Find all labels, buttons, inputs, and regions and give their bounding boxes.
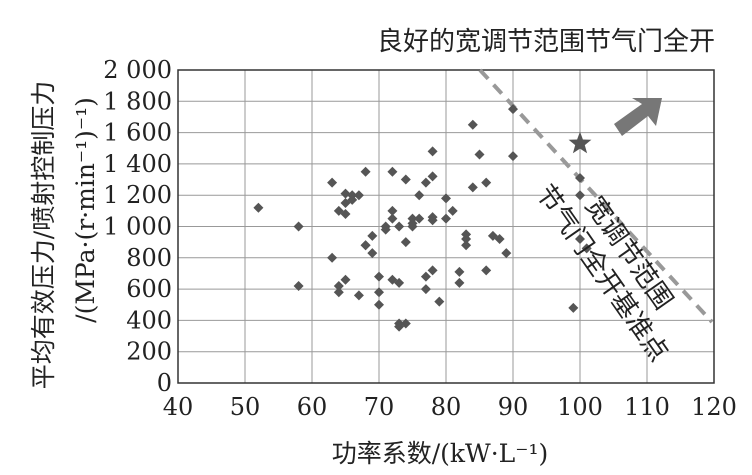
data-point (481, 265, 492, 276)
x-tick-label: 110 (624, 393, 670, 421)
x-tick-label: 60 (297, 393, 328, 421)
data-point (454, 266, 465, 277)
data-point (394, 277, 405, 288)
data-point (340, 208, 351, 219)
x-tick-label: 100 (557, 393, 603, 421)
y-tick-label: 1 600 (103, 119, 172, 147)
x-tick-label: 50 (230, 393, 261, 421)
data-point (461, 240, 472, 251)
data-point (508, 104, 518, 115)
data-point (434, 296, 445, 307)
data-point (454, 277, 465, 288)
data-point (427, 146, 438, 157)
data-point (575, 172, 585, 183)
y-tick-label: 1 000 (103, 213, 172, 241)
y-tick-label: 600 (126, 275, 172, 303)
data-point (360, 240, 371, 251)
data-point (333, 280, 344, 291)
data-point (353, 290, 364, 301)
x-tick-label: 70 (364, 393, 395, 421)
data-point (327, 177, 338, 188)
data-point (461, 234, 472, 245)
data-point (374, 271, 384, 282)
data-point (380, 224, 391, 235)
data-point (340, 274, 351, 285)
data-point (293, 221, 304, 232)
data-point (508, 151, 518, 162)
data-point (400, 318, 411, 329)
x-tick-label: 40 (163, 393, 194, 421)
x-axis-label: 功率系数/(kW·L⁻¹) (332, 439, 549, 468)
data-point (374, 299, 384, 310)
x-tick-label: 90 (498, 393, 529, 421)
data-point (441, 213, 451, 224)
data-point (414, 213, 425, 224)
data-point (420, 284, 431, 295)
data-point (568, 302, 579, 313)
data-point (420, 271, 431, 282)
y-tick-label: 2 000 (103, 56, 172, 84)
y-tick-label: 0 (157, 369, 172, 397)
data-points (253, 104, 592, 332)
data-point (427, 265, 438, 276)
data-point (467, 182, 478, 193)
data-point (494, 234, 505, 245)
y-axis-label: 平均有效压力/喷射控制压力 (29, 81, 58, 389)
grid-lines (177, 69, 715, 384)
data-point (394, 221, 405, 232)
x-tick-label: 80 (431, 393, 462, 421)
data-point (347, 194, 358, 205)
data-point (293, 280, 304, 291)
y-tick-label: 1 800 (103, 87, 172, 115)
data-point (447, 205, 458, 216)
data-point (441, 193, 451, 204)
data-point (481, 177, 492, 188)
data-point (367, 248, 378, 259)
x-tick-label: 120 (691, 393, 737, 421)
data-point (327, 252, 338, 263)
y-tick-label: 1 200 (103, 181, 172, 209)
data-point (575, 234, 585, 245)
data-point (427, 171, 438, 182)
star-marker-icon (568, 131, 592, 154)
data-point (501, 248, 512, 259)
y-tick-label: 800 (126, 244, 172, 272)
direction-arrow-icon (614, 98, 662, 136)
data-point (360, 166, 371, 177)
data-point (387, 166, 398, 177)
y-tick-label: 1 400 (103, 150, 172, 178)
data-point (387, 213, 398, 224)
data-point (420, 177, 431, 188)
data-point (575, 190, 585, 201)
data-point (414, 190, 425, 201)
data-point (253, 202, 264, 213)
data-point (400, 174, 411, 185)
data-point (367, 230, 378, 241)
plot-frame (177, 69, 715, 384)
data-point (387, 205, 398, 216)
data-point (427, 215, 438, 226)
x-tick-labels: 40 50 60 70 80 90 100 110 120 (163, 393, 737, 421)
reference-dashed-line (478, 68, 714, 324)
data-point (474, 149, 485, 160)
y-tick-labels: 0 200 400 600 800 1 000 1 200 1 400 1 600 1 800 2 … (103, 56, 172, 397)
y-axis-units: /(MPa·(r·min⁻¹)⁻¹) (71, 97, 100, 323)
y-tick-label: 200 (126, 338, 172, 366)
y-tick-label: 400 (126, 306, 172, 334)
chart-title: 良好的宽调节范围节气门全开 (377, 27, 715, 57)
data-point (407, 218, 418, 229)
data-point (467, 119, 478, 130)
data-point (333, 287, 344, 298)
data-point (340, 188, 351, 199)
data-point (400, 237, 411, 248)
data-point (581, 243, 592, 254)
data-point (374, 287, 384, 298)
data-point (353, 190, 364, 201)
